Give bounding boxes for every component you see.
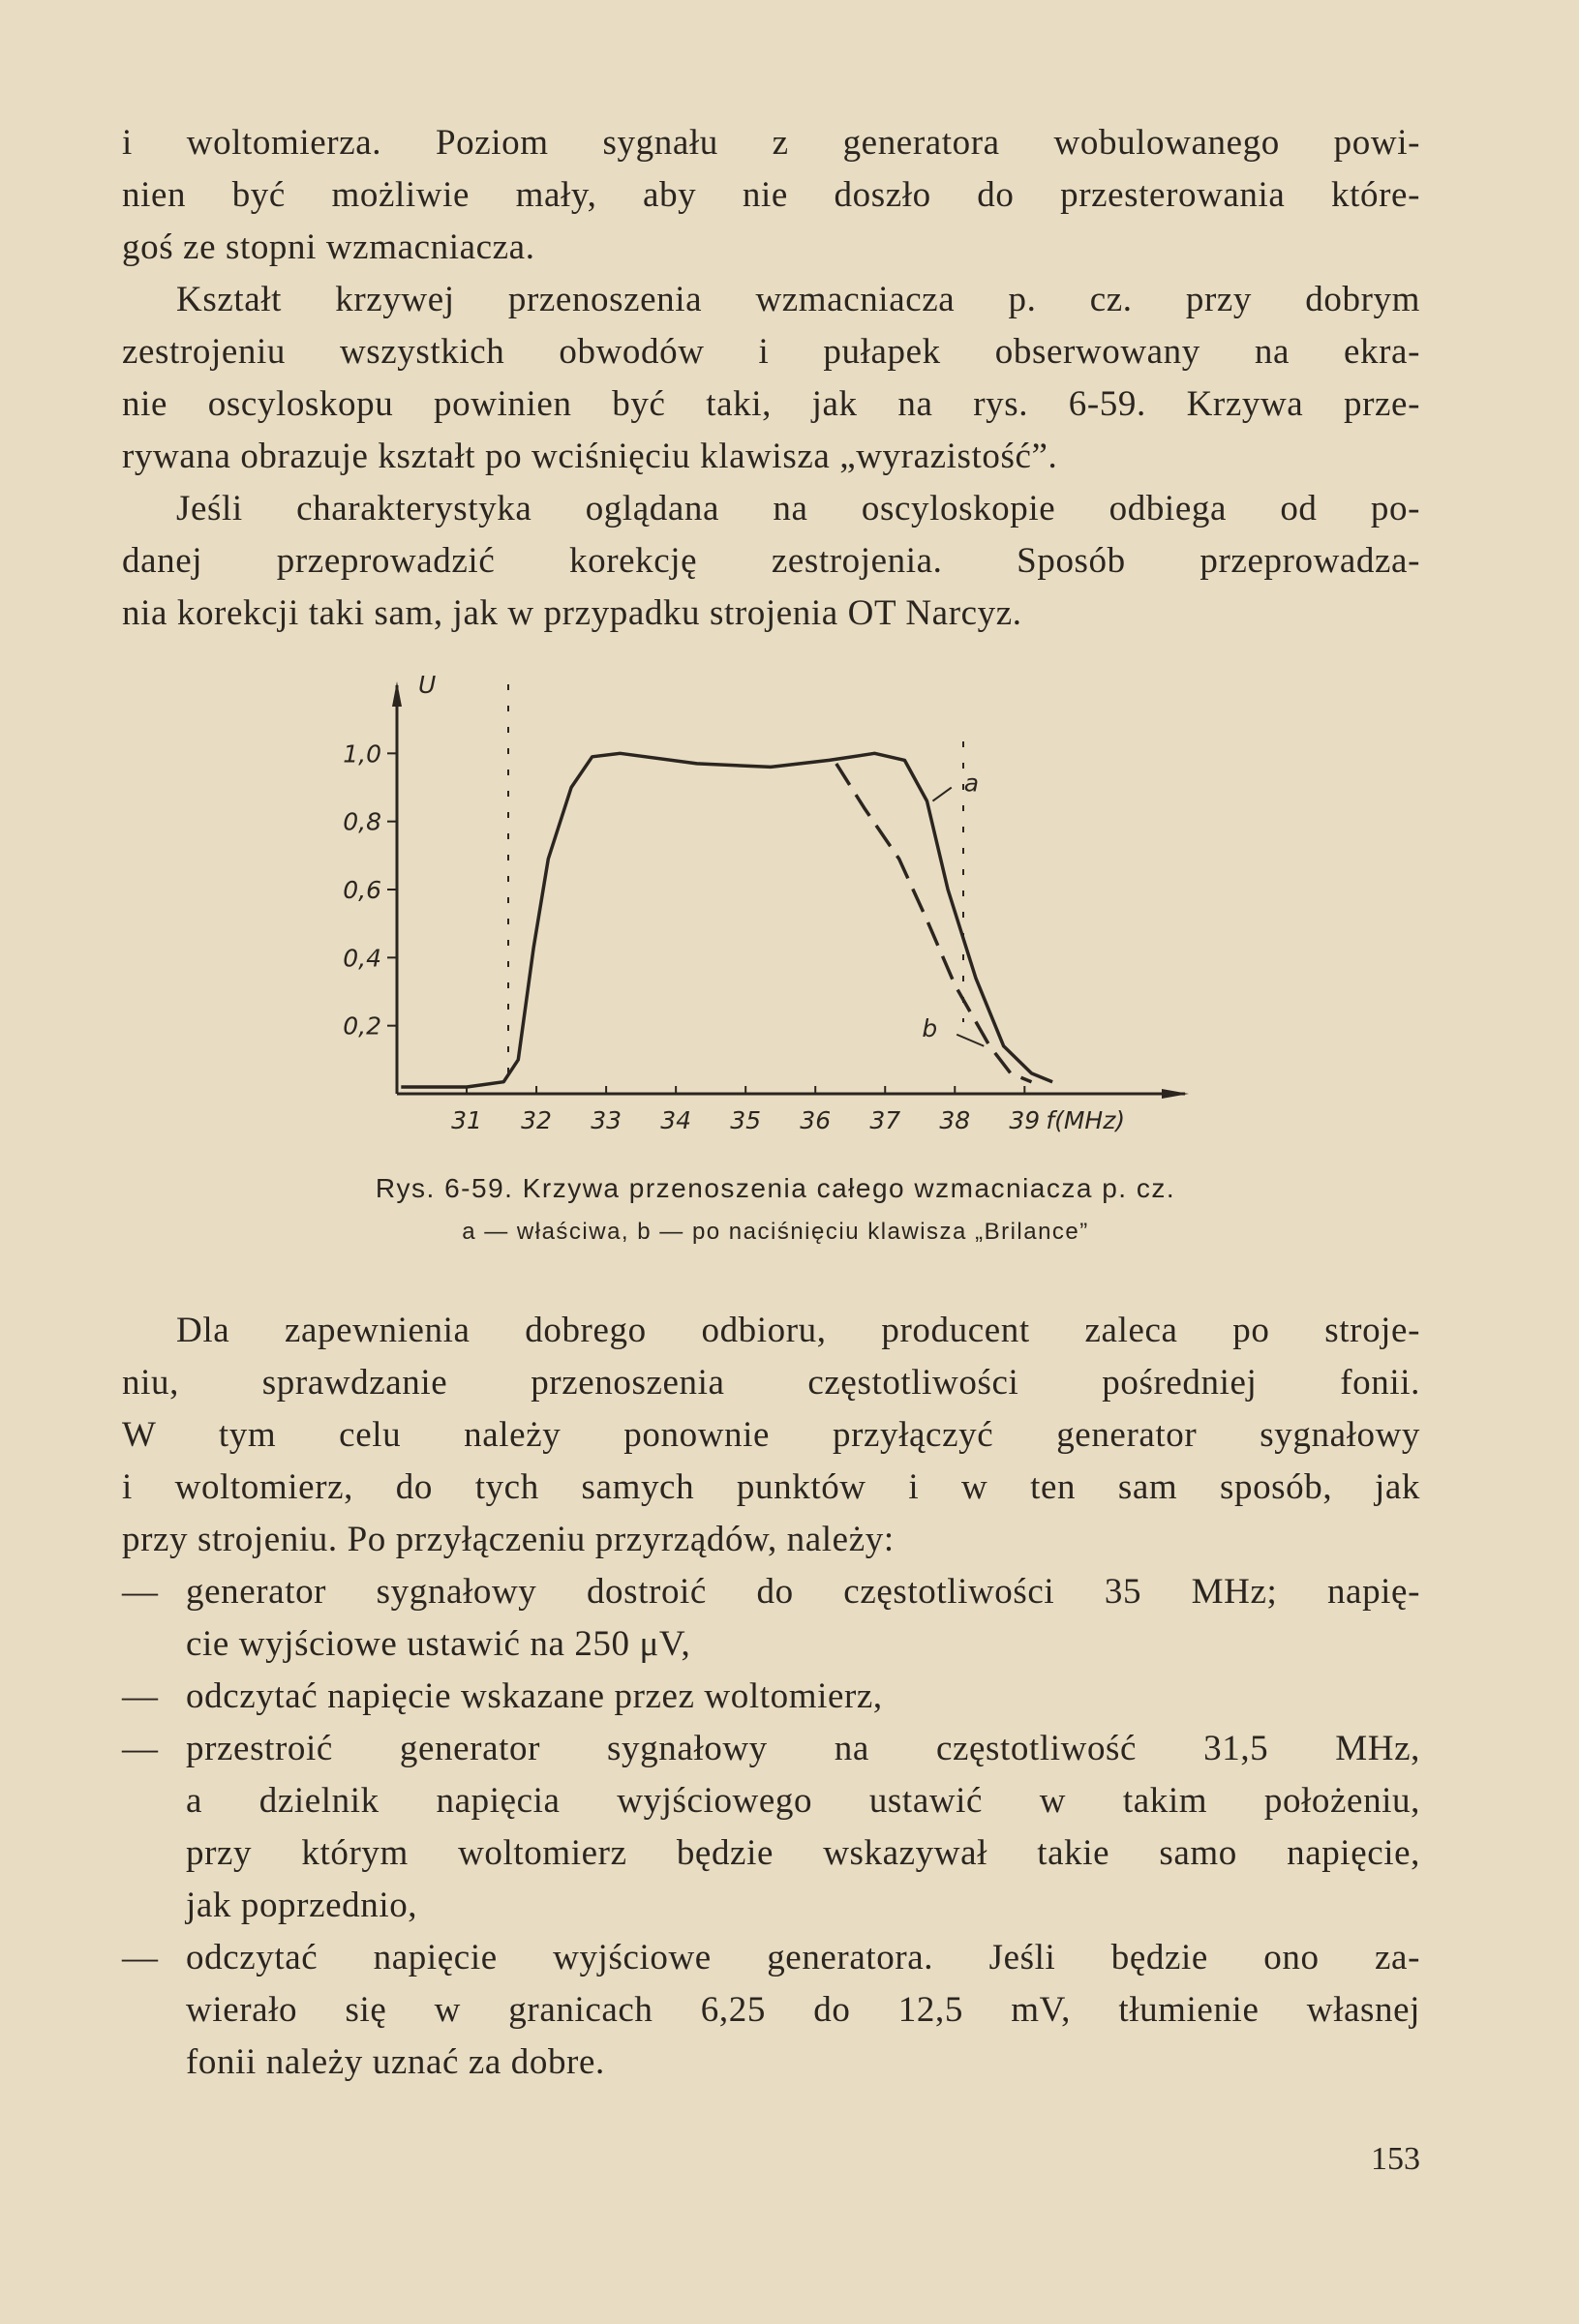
text-line: goś ze stopni wzmacniacza. — [122, 227, 535, 267]
x-tick-label: 35 — [730, 1106, 761, 1134]
figure-legend-note: a — właściwa, b — po naciśnięciu klawisz… — [462, 1219, 1089, 1245]
y-tick-label: 0,6 — [343, 876, 381, 904]
text-line: zestrojeniu wszystkich obwodów i pułapek… — [122, 332, 1420, 372]
text-line: Kształt krzywej przenoszenia wzmacniacza… — [176, 280, 1420, 319]
y-tick-label: 1,0 — [343, 739, 381, 768]
figure-caption: Rys. 6-59. Krzywa przenoszenia całego wz… — [376, 1173, 1175, 1203]
x-tick-label: 39 — [1009, 1106, 1040, 1134]
text-line: wierało się w granicach 6,25 do 12,5 mV,… — [186, 1990, 1420, 2030]
text-line: przy strojeniu. Po przyłączeniu przyrząd… — [122, 1520, 895, 1559]
text-line: cie wyjściowe ustawić na 250 μV, — [186, 1624, 691, 1664]
text-line: fonii należy uznać za dobre. — [186, 2042, 605, 2082]
text-line: przy którym woltomierz będzie wskazywał … — [186, 1833, 1420, 1873]
y-tick-label: 0,4 — [343, 944, 381, 972]
list-item: — odczytać napięcie wskazane przez woltom… — [122, 1671, 1420, 1723]
list-item: — odczytać napięcie wyjściowe generatora.… — [122, 1932, 1420, 2089]
figure: Rys. 6-59. Krzywa przenoszenia całego wz… — [343, 671, 1189, 1245]
text-line: danej przeprowadzić korekcję zestrojenia… — [122, 541, 1420, 581]
text-line: rywana obrazuje kształt po wciśnięciu kl… — [122, 437, 1058, 476]
curve — [835, 762, 1033, 1084]
text-line: nien być możliwie mały, aby nie doszło d… — [122, 175, 1420, 215]
x-axis-label: f(MHz) — [1046, 1106, 1125, 1134]
text-line: odczytać napięcie wskazane przez woltomi… — [186, 1676, 883, 1716]
list-marker: — — [122, 1729, 159, 1768]
curve — [401, 751, 1053, 1089]
list-item: — przestroić generator sygnałowy na częst… — [122, 1723, 1420, 1932]
x-tick-label: 32 — [521, 1106, 552, 1134]
text-line: a dzielnik napięcia wyjściowego ustawić … — [186, 1781, 1420, 1821]
text-block: i woltomierza. Poziom sygnału z generato… — [122, 117, 1420, 640]
text-line: jak poprzednio, — [186, 1886, 418, 1925]
x-axis-arrow — [1162, 1089, 1189, 1099]
text-line: W tym celu należy ponownie przyłączyć ge… — [122, 1415, 1420, 1455]
text-line: i woltomierza. Poziom sygnału z generato… — [122, 123, 1420, 163]
curve-label: a — [964, 770, 979, 798]
list-marker: — — [122, 1572, 159, 1612]
y-tick-label: 0,2 — [343, 1012, 381, 1041]
x-tick-label: 33 — [591, 1106, 622, 1134]
x-tick-label: 37 — [869, 1106, 900, 1134]
list-marker: — — [122, 1676, 159, 1716]
text-line: generator sygnałowy dostroić do częstotl… — [186, 1572, 1420, 1612]
paragraph: i woltomierza. Poziom sygnału z generato… — [122, 117, 1420, 274]
label-leader — [931, 786, 953, 802]
x-tick-label: 34 — [660, 1106, 691, 1134]
text-line: i woltomierz, do tych samych punktów i w… — [122, 1467, 1420, 1507]
text-line: Jeśli charakterystyka oglądana na oscylo… — [176, 489, 1420, 528]
label-leader — [956, 1033, 985, 1047]
paragraph: Dla zapewnienia dobrego odbioru, produce… — [122, 1305, 1420, 1566]
page-number: 153 — [1371, 2141, 1420, 2177]
y-axis-label: U — [418, 671, 436, 699]
text-line: nia korekcji taki sam, jak w przypadku s… — [122, 593, 1022, 633]
list-item: — generator sygnałowy dostroić do częstot… — [122, 1566, 1420, 1671]
y-axis-arrow — [392, 681, 402, 707]
text-block: Dla zapewnienia dobrego odbioru, produce… — [122, 1305, 1420, 2089]
list-marker: — — [122, 1938, 159, 1977]
text-line: nie oscyloskopu powinien być taki, jak n… — [122, 384, 1420, 424]
text-line: Dla zapewnienia dobrego odbioru, produce… — [176, 1311, 1420, 1350]
text-line: przestroić generator sygnałowy na często… — [186, 1729, 1420, 1768]
text-line: niu, sprawdzanie przenoszenia częstotliw… — [122, 1363, 1420, 1403]
x-tick-label: 38 — [939, 1106, 970, 1134]
paragraph: Jeśli charakterystyka oglądana na oscylo… — [122, 483, 1420, 640]
curve-label: b — [922, 1014, 937, 1042]
text-line: odczytać napięcie wyjściowe generatora. … — [186, 1938, 1420, 1977]
paragraph: Kształt krzywej przenoszenia wzmacniacza… — [122, 274, 1420, 483]
x-tick-label: 36 — [800, 1106, 831, 1134]
y-tick-label: 0,8 — [343, 808, 381, 836]
x-tick-label: 31 — [451, 1106, 482, 1134]
